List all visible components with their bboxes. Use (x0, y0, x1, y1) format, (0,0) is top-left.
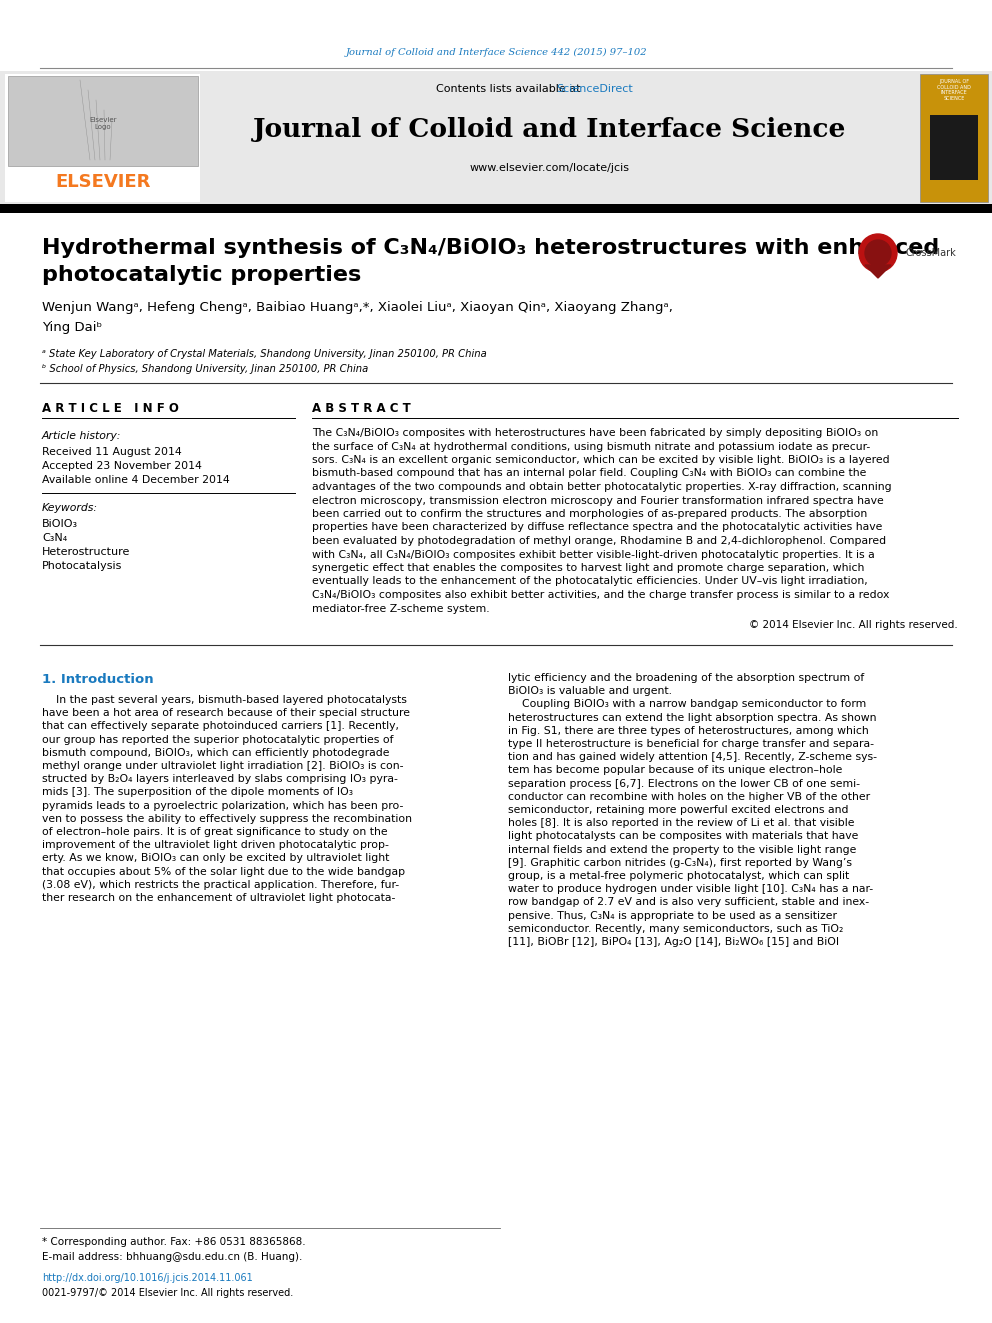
Text: heterostructures can extend the light absorption spectra. As shown: heterostructures can extend the light ab… (508, 713, 877, 722)
Text: structed by B₂O₄ layers interleaved by slabs comprising IO₃ pyra-: structed by B₂O₄ layers interleaved by s… (42, 774, 398, 785)
Text: http://dx.doi.org/10.1016/j.jcis.2014.11.061: http://dx.doi.org/10.1016/j.jcis.2014.11… (42, 1273, 253, 1283)
Text: Elsevier
Logo: Elsevier Logo (89, 116, 117, 130)
Text: Coupling BiOIO₃ with a narrow bandgap semiconductor to form: Coupling BiOIO₃ with a narrow bandgap se… (508, 700, 866, 709)
Text: lytic efficiency and the broadening of the absorption spectrum of: lytic efficiency and the broadening of t… (508, 673, 864, 683)
Text: CrossMark: CrossMark (905, 247, 955, 258)
Text: light photocatalysts can be composites with materials that have: light photocatalysts can be composites w… (508, 831, 858, 841)
Text: Ying Daiᵇ: Ying Daiᵇ (42, 320, 102, 333)
Text: A B S T R A C T: A B S T R A C T (312, 401, 411, 414)
Bar (920, 74, 988, 202)
Text: internal fields and extend the property to the visible light range: internal fields and extend the property … (508, 844, 856, 855)
Text: © 2014 Elsevier Inc. All rights reserved.: © 2014 Elsevier Inc. All rights reserved… (749, 620, 958, 630)
Text: semiconductor, retaining more powerful excited electrons and: semiconductor, retaining more powerful e… (508, 804, 848, 815)
Text: www.elsevier.com/locate/jcis: www.elsevier.com/locate/jcis (470, 163, 630, 173)
Text: The C₃N₄/BiOIO₃ composites with heterostructures have been fabricated by simply : The C₃N₄/BiOIO₃ composites with heterost… (312, 429, 878, 438)
Text: mediator-free Z-scheme system.: mediator-free Z-scheme system. (312, 603, 490, 614)
Text: bismuth compound, BiOIO₃, which can efficiently photodegrade: bismuth compound, BiOIO₃, which can effi… (42, 747, 390, 758)
Text: E-mail address: bhhuang@sdu.edu.cn (B. Huang).: E-mail address: bhhuang@sdu.edu.cn (B. H… (42, 1252, 303, 1262)
Text: photocatalytic properties: photocatalytic properties (42, 265, 361, 284)
Text: ther research on the enhancement of ultraviolet light photocata-: ther research on the enhancement of ultr… (42, 893, 396, 904)
Text: ELSEVIER: ELSEVIER (56, 173, 151, 191)
Text: row bandgap of 2.7 eV and is also very sufficient, stable and inex-: row bandgap of 2.7 eV and is also very s… (508, 897, 869, 908)
Text: Heterostructure: Heterostructure (42, 546, 130, 557)
Text: [11], BiOBr [12], BiPO₄ [13], Ag₂O [14], Bi₂WO₆ [15] and BiOI: [11], BiOBr [12], BiPO₄ [13], Ag₂O [14],… (508, 937, 839, 947)
Bar (5, 74, 200, 202)
Text: the surface of C₃N₄ at hydrothermal conditions, using bismuth nitrate and potass: the surface of C₃N₄ at hydrothermal cond… (312, 442, 870, 451)
Text: pensive. Thus, C₃N₄ is appropriate to be used as a sensitizer: pensive. Thus, C₃N₄ is appropriate to be… (508, 910, 837, 921)
Text: ven to possess the ability to effectively suppress the recombination: ven to possess the ability to effectivel… (42, 814, 412, 824)
Text: tem has become popular because of its unique electron–hole: tem has become popular because of its un… (508, 766, 842, 775)
Text: of electron–hole pairs. It is of great significance to study on the: of electron–hole pairs. It is of great s… (42, 827, 388, 837)
Text: * Corresponding author. Fax: +86 0531 88365868.: * Corresponding author. Fax: +86 0531 88… (42, 1237, 306, 1248)
Text: that occupies about 5% of the solar light due to the wide bandgap: that occupies about 5% of the solar ligh… (42, 867, 405, 877)
Text: have been a hot area of research because of their special structure: have been a hot area of research because… (42, 708, 410, 718)
Text: our group has reported the superior photocatalytic properties of: our group has reported the superior phot… (42, 734, 394, 745)
Text: in Fig. S1, there are three types of heterostructures, among which: in Fig. S1, there are three types of het… (508, 726, 869, 736)
Circle shape (859, 234, 897, 273)
Text: sors. C₃N₄ is an excellent organic semiconductor, which can be excited by visibl: sors. C₃N₄ is an excellent organic semic… (312, 455, 890, 464)
Text: synergetic effect that enables the composites to harvest light and promote charg: synergetic effect that enables the compo… (312, 564, 864, 573)
Text: 1. Introduction: 1. Introduction (42, 673, 154, 687)
Text: advantages of the two compounds and obtain better photocatalytic properties. X-r: advantages of the two compounds and obta… (312, 482, 892, 492)
Text: C₃N₄: C₃N₄ (42, 533, 67, 542)
Text: eventually leads to the enhancement of the photocatalytic efficiencies. Under UV: eventually leads to the enhancement of t… (312, 577, 868, 586)
Text: electron microscopy, transmission electron microscopy and Fourier transformation: electron microscopy, transmission electr… (312, 496, 884, 505)
Circle shape (865, 239, 891, 266)
Text: Journal of Colloid and Interface Science: Journal of Colloid and Interface Science (253, 118, 847, 143)
Text: water to produce hydrogen under visible light [10]. C₃N₄ has a nar-: water to produce hydrogen under visible … (508, 884, 873, 894)
Text: been carried out to confirm the structures and morphologies of as-prepared produ: been carried out to confirm the structur… (312, 509, 867, 519)
Text: Available online 4 December 2014: Available online 4 December 2014 (42, 475, 230, 486)
Bar (930, 115, 978, 180)
Text: Received 11 August 2014: Received 11 August 2014 (42, 447, 182, 456)
Text: ScienceDirect: ScienceDirect (557, 83, 633, 94)
Text: Journal of Colloid and Interface Science 442 (2015) 97–102: Journal of Colloid and Interface Science… (345, 48, 647, 57)
Text: tion and has gained widely attention [4,5]. Recently, Z-scheme sys-: tion and has gained widely attention [4,… (508, 753, 877, 762)
Text: methyl orange under ultraviolet light irradiation [2]. BiOIO₃ is con-: methyl orange under ultraviolet light ir… (42, 761, 404, 771)
Text: ᵇ School of Physics, Shandong University, Jinan 250100, PR China: ᵇ School of Physics, Shandong University… (42, 364, 368, 374)
Text: erty. As we know, BiOIO₃ can only be excited by ultraviolet light: erty. As we know, BiOIO₃ can only be exc… (42, 853, 390, 864)
Text: group, is a metal-free polymeric photocatalyst, which can split: group, is a metal-free polymeric photoca… (508, 871, 849, 881)
Text: Keywords:: Keywords: (42, 503, 98, 513)
Text: JOURNAL OF
COLLOID AND
INTERFACE
SCIENCE: JOURNAL OF COLLOID AND INTERFACE SCIENCE (937, 79, 971, 101)
Text: Accepted 23 November 2014: Accepted 23 November 2014 (42, 460, 202, 471)
Text: bismuth-based compound that has an internal polar field. Coupling C₃N₄ with BiOI: bismuth-based compound that has an inter… (312, 468, 866, 479)
Text: 0021-9797/© 2014 Elsevier Inc. All rights reserved.: 0021-9797/© 2014 Elsevier Inc. All right… (42, 1289, 294, 1298)
Text: holes [8]. It is also reported in the review of Li et al. that visible: holes [8]. It is also reported in the re… (508, 818, 854, 828)
Text: A R T I C L E   I N F O: A R T I C L E I N F O (42, 401, 179, 414)
Text: improvement of the ultraviolet light driven photocatalytic prop-: improvement of the ultraviolet light dri… (42, 840, 389, 851)
Bar (8, 75, 198, 165)
Text: (3.08 eV), which restricts the practical application. Therefore, fur-: (3.08 eV), which restricts the practical… (42, 880, 399, 890)
Text: that can effectively separate photoinduced carriers [1]. Recently,: that can effectively separate photoinduc… (42, 721, 399, 732)
Text: Article history:: Article history: (42, 431, 121, 441)
Text: type II heterostructure is beneficial for charge transfer and separa-: type II heterostructure is beneficial fo… (508, 740, 874, 749)
Text: been evaluated by photodegradation of methyl orange, Rhodamine B and 2,4-dichlor: been evaluated by photodegradation of me… (312, 536, 886, 546)
Text: separation process [6,7]. Electrons on the lower CB of one semi-: separation process [6,7]. Electrons on t… (508, 779, 860, 789)
Text: ᵃ State Key Laboratory of Crystal Materials, Shandong University, Jinan 250100, : ᵃ State Key Laboratory of Crystal Materi… (42, 349, 487, 359)
Text: In the past several years, bismuth-based layered photocatalysts: In the past several years, bismuth-based… (42, 695, 407, 705)
Text: with C₃N₄, all C₃N₄/BiOIO₃ composites exhibit better visible-light-driven photoc: with C₃N₄, all C₃N₄/BiOIO₃ composites ex… (312, 549, 875, 560)
Text: [9]. Graphitic carbon nitrides (g-C₃N₄), first reported by Wang’s: [9]. Graphitic carbon nitrides (g-C₃N₄),… (508, 857, 852, 868)
Text: C₃N₄/BiOIO₃ composites also exhibit better activities, and the charge transfer p: C₃N₄/BiOIO₃ composites also exhibit bett… (312, 590, 890, 601)
Polygon shape (865, 265, 891, 278)
Bar (0, 204, 992, 213)
Text: mids [3]. The superposition of the dipole moments of IO₃: mids [3]. The superposition of the dipol… (42, 787, 353, 798)
Text: BiOIO₃: BiOIO₃ (42, 519, 78, 529)
Text: Wenjun Wangᵃ, Hefeng Chengᵃ, Baibiao Huangᵃ,*, Xiaolei Liuᵃ, Xiaoyan Qinᵃ, Xiaoy: Wenjun Wangᵃ, Hefeng Chengᵃ, Baibiao Hua… (42, 302, 673, 315)
Text: BiOIO₃ is valuable and urgent.: BiOIO₃ is valuable and urgent. (508, 687, 672, 696)
Text: pyramids leads to a pyroelectric polarization, which has been pro-: pyramids leads to a pyroelectric polariz… (42, 800, 404, 811)
Text: Hydrothermal synthesis of C₃N₄/BiOIO₃ heterostructures with enhanced: Hydrothermal synthesis of C₃N₄/BiOIO₃ he… (42, 238, 939, 258)
Bar (0, 71, 992, 206)
Text: properties have been characterized by diffuse reflectance spectra and the photoc: properties have been characterized by di… (312, 523, 882, 532)
Text: conductor can recombine with holes on the higher VB of the other: conductor can recombine with holes on th… (508, 791, 870, 802)
Text: Contents lists available at: Contents lists available at (436, 83, 584, 94)
Text: semiconductor. Recently, many semiconductors, such as TiO₂: semiconductor. Recently, many semiconduc… (508, 923, 843, 934)
Text: Photocatalysis: Photocatalysis (42, 561, 122, 572)
